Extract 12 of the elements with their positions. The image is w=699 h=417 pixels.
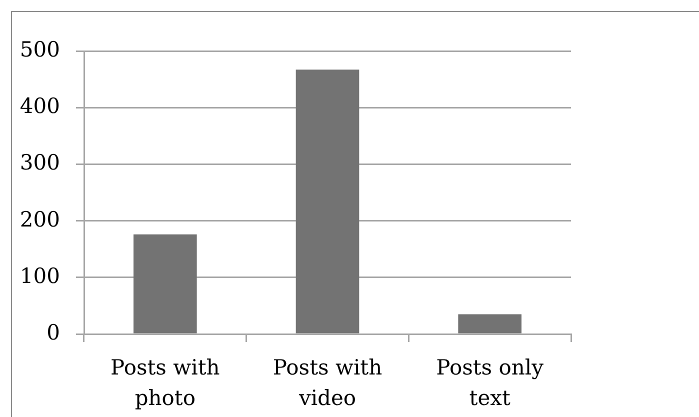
bar	[134, 234, 197, 334]
x-tick-label: Posts with photo	[110, 356, 220, 410]
x-tick-label: Posts only text	[436, 356, 544, 410]
x-tick-label: Posts with video	[272, 356, 382, 410]
y-tick-label: 0	[46, 320, 60, 344]
y-tick-label: 200	[20, 207, 60, 232]
y-tick-label: 100	[20, 264, 60, 288]
y-tick-label: 400	[20, 94, 60, 118]
bar	[458, 314, 522, 334]
y-tick-label: 500	[20, 37, 60, 62]
bar	[296, 70, 360, 334]
y-tick-label: 300	[20, 150, 60, 175]
